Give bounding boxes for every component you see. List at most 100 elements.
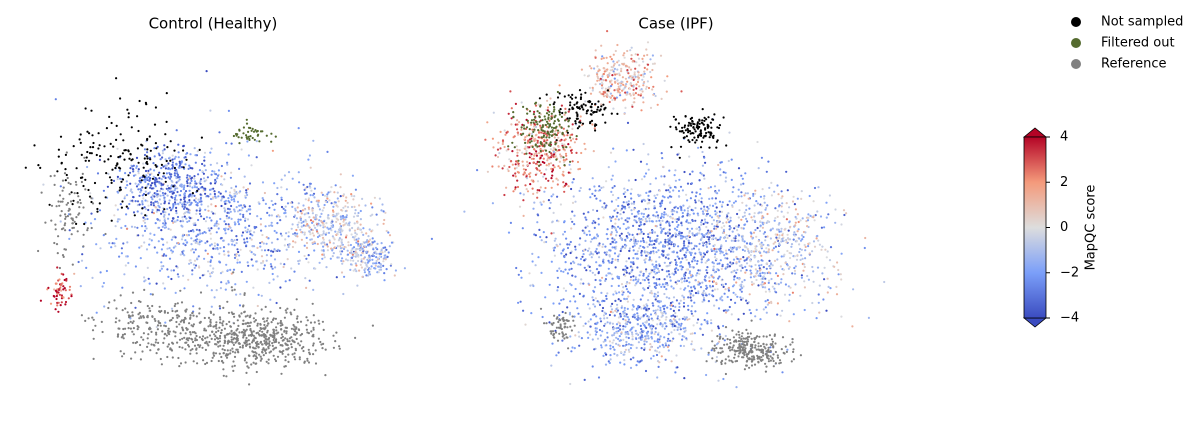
cell [524, 324, 526, 326]
cell [530, 312, 532, 314]
cell [594, 195, 596, 197]
cell [677, 245, 679, 247]
cell [378, 271, 380, 273]
cell [667, 338, 669, 340]
cell [674, 186, 676, 188]
cell [747, 192, 749, 194]
cell [224, 172, 226, 174]
cell [599, 304, 601, 306]
cell [302, 204, 304, 206]
cell [124, 172, 126, 174]
cell [272, 204, 274, 206]
cell [55, 98, 57, 100]
cell [635, 278, 637, 280]
cell [285, 206, 287, 208]
cell [214, 242, 216, 244]
cell [284, 317, 286, 319]
cell [172, 166, 174, 168]
cell [296, 233, 298, 235]
cell [234, 356, 236, 358]
cell [94, 325, 96, 327]
cell [662, 251, 664, 253]
cell [582, 295, 584, 297]
cell [213, 190, 215, 192]
cell [308, 199, 310, 201]
cell [175, 177, 177, 179]
cell [305, 221, 307, 223]
cell [793, 239, 795, 241]
cell [247, 218, 249, 220]
cell [687, 309, 689, 311]
cell [238, 314, 240, 316]
cell [277, 356, 279, 358]
cell [65, 216, 67, 218]
cell [55, 283, 57, 285]
cell [246, 362, 248, 364]
cell [569, 383, 571, 385]
cell [157, 342, 159, 344]
cell [149, 238, 151, 240]
cell [81, 176, 83, 178]
cell [590, 318, 592, 320]
cell [353, 195, 355, 197]
cell [705, 241, 707, 243]
cell [158, 227, 160, 229]
cell [733, 246, 735, 248]
cell [59, 294, 61, 296]
cell [230, 211, 232, 213]
cell [265, 335, 267, 337]
cell [253, 362, 255, 364]
cell [286, 249, 288, 251]
cell [616, 215, 618, 217]
cell [560, 270, 562, 272]
cell [174, 169, 176, 171]
cell [283, 208, 285, 210]
cell [624, 275, 626, 277]
cell [222, 195, 224, 197]
cell [203, 258, 205, 260]
cell [284, 342, 286, 344]
cell [685, 238, 687, 240]
cell [105, 172, 107, 174]
cell [621, 294, 623, 296]
cell [704, 162, 706, 164]
cell [650, 313, 652, 315]
cell [343, 248, 345, 250]
cell [103, 282, 105, 284]
cell [149, 168, 151, 170]
cell [75, 223, 77, 225]
cell [158, 177, 160, 179]
cell [718, 269, 720, 271]
cell [595, 237, 597, 239]
cell [759, 318, 761, 320]
cell [266, 243, 268, 245]
cell [638, 341, 640, 343]
cell [744, 266, 746, 268]
cell [309, 187, 311, 189]
cell [254, 312, 256, 314]
cell [643, 305, 645, 307]
cell [59, 267, 61, 269]
cell [723, 225, 725, 227]
cell [675, 281, 677, 283]
cell [75, 216, 77, 218]
cell [694, 199, 696, 201]
cell [642, 237, 644, 239]
cell [143, 332, 145, 334]
cell [233, 189, 235, 191]
cell [139, 312, 141, 314]
cell [137, 200, 139, 202]
cell [62, 180, 64, 182]
cell [760, 196, 762, 198]
cell [115, 165, 117, 167]
cell [712, 290, 714, 292]
cell [596, 252, 598, 254]
cell [281, 179, 283, 181]
cell [652, 263, 654, 265]
cell [271, 214, 273, 216]
cell [206, 285, 208, 287]
cell [233, 209, 235, 211]
cell [231, 365, 233, 367]
cell [573, 295, 575, 297]
cell [351, 195, 353, 197]
